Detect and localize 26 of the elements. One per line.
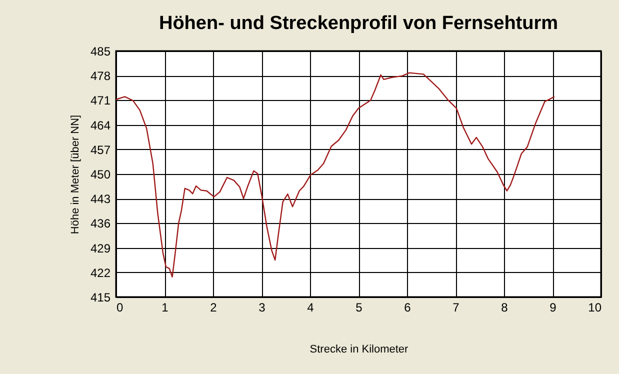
chart-title: Höhen- und Streckenprofil von Fernsehturm xyxy=(158,13,558,34)
x-tick-label: 8 xyxy=(501,300,508,314)
x-tick-label: 7 xyxy=(452,300,460,314)
x-tick-label: 1 xyxy=(162,300,169,314)
y-tick-label: 478 xyxy=(90,69,111,84)
y-tick-label: 436 xyxy=(90,216,111,231)
y-tick-label: 464 xyxy=(90,118,111,132)
y-axis-title: Höhe in Meter [über NN] xyxy=(69,114,82,234)
x-tick-label: 5 xyxy=(356,300,363,314)
y-tick-label: 429 xyxy=(90,241,111,256)
line-series xyxy=(115,72,556,278)
y-tick-label: 422 xyxy=(90,266,111,280)
y-tick-label: 450 xyxy=(90,168,111,182)
y-tick-label: 457 xyxy=(90,142,111,157)
x-tick-label: 3 xyxy=(258,300,266,314)
y-tick-label: 415 xyxy=(90,290,111,304)
x-tick-label: 4 xyxy=(307,300,314,314)
x-tick-label: 10 xyxy=(588,300,602,314)
x-tick-label: 0 xyxy=(116,300,124,314)
x-axis-title: Strecke in Kilometer xyxy=(310,344,409,356)
y-tick-label: 471 xyxy=(90,94,111,108)
y-tick-label: 443 xyxy=(90,192,111,206)
x-tick-label: 9 xyxy=(550,300,557,314)
x-tick-label: 6 xyxy=(404,300,412,314)
x-tick-label: 2 xyxy=(210,300,218,314)
y-tick-label: 485 xyxy=(90,44,111,58)
